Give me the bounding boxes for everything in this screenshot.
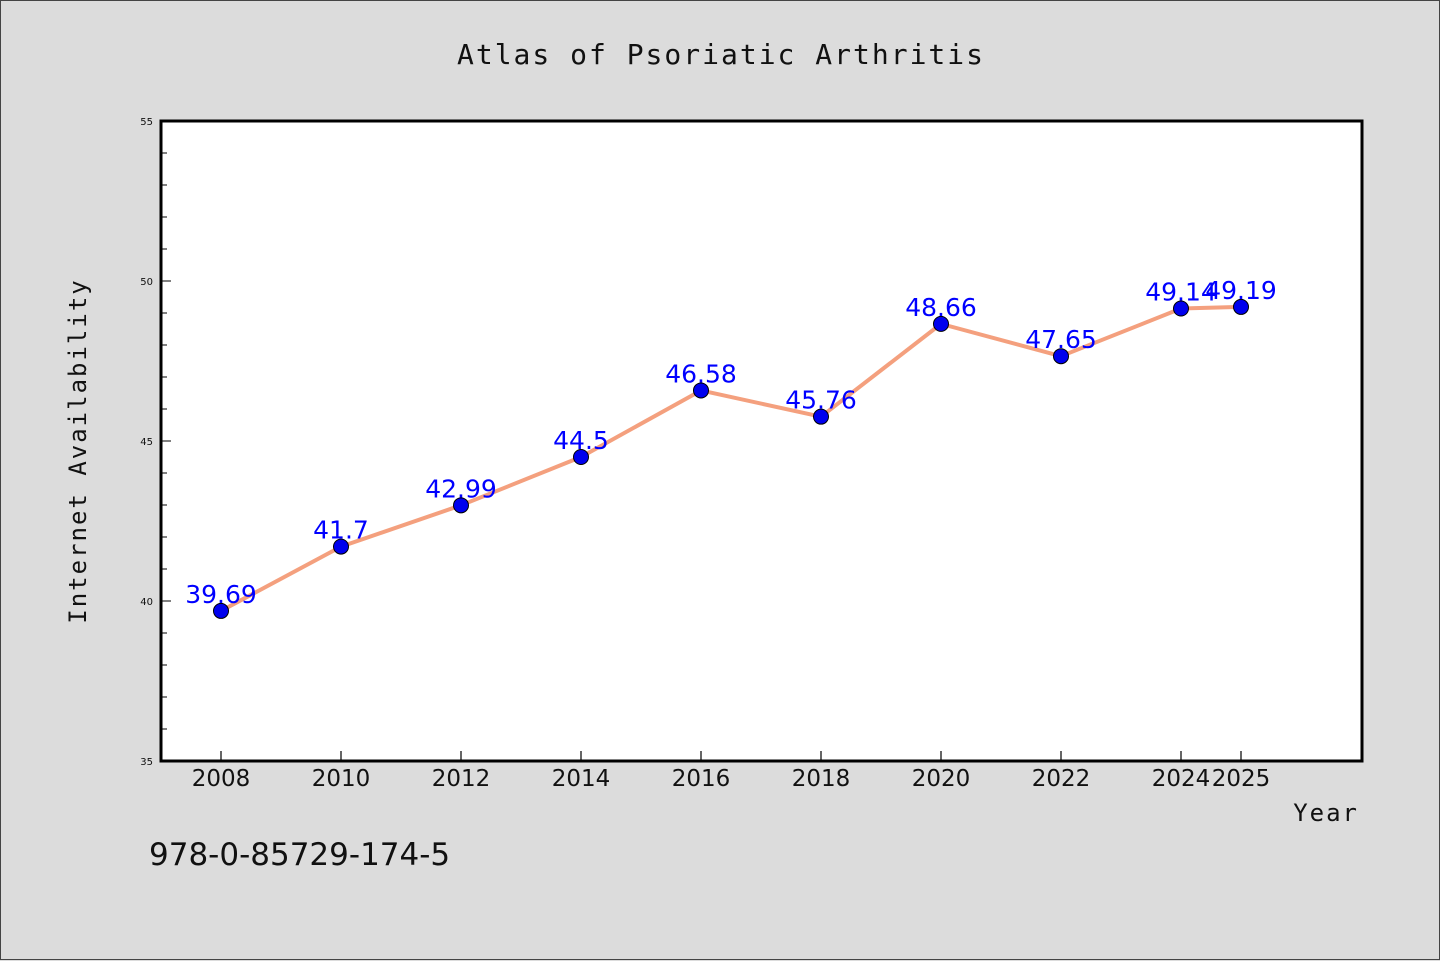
x-tick-label: 2014 <box>552 766 611 792</box>
data-point <box>1053 348 1069 365</box>
data-label: 41.7 <box>313 516 369 545</box>
chart-title: Atlas of Psoriatic Arthritis <box>457 38 985 71</box>
data-point <box>693 382 709 399</box>
x-tick-label: 2010 <box>312 766 371 792</box>
data-label: 45.76 <box>785 386 857 415</box>
y-axis-label: Internet Availability <box>64 278 92 623</box>
data-point <box>213 602 229 619</box>
x-tick-label: 2012 <box>432 766 491 792</box>
data-label: 48.66 <box>905 293 977 322</box>
data-point <box>813 408 829 425</box>
data-label: 49.14 <box>1145 278 1217 307</box>
x-tick-label: 2020 <box>912 766 971 792</box>
data-label: 49.19 <box>1205 276 1277 305</box>
data-label: 39.69 <box>185 580 257 609</box>
x-tick-label: 2025 <box>1212 766 1271 792</box>
x-tick-label: 2008 <box>192 766 251 792</box>
data-point <box>933 315 949 332</box>
y-axis: 35 40 45 50 55 <box>140 117 171 768</box>
y-tick-label: 55 <box>140 117 153 128</box>
y-tick-label: 45 <box>140 437 153 448</box>
series-group: 39.69 41.7 42.99 44.5 46.58 45.76 48.66 47.65 49… <box>185 276 1277 619</box>
series-line <box>220 304 1242 613</box>
data-label: 44.5 <box>553 426 609 455</box>
data-point <box>333 538 349 555</box>
data-label: 42.99 <box>425 474 497 503</box>
x-tick-label: 2018 <box>792 766 851 792</box>
data-point <box>1173 300 1189 317</box>
data-label: 46.58 <box>665 359 737 388</box>
y-tick-label: 35 <box>140 757 153 768</box>
plot-area <box>159 119 1364 763</box>
x-tick-label: 2024 <box>1152 766 1211 792</box>
data-point <box>573 449 589 465</box>
x-axis-label: Year <box>1293 799 1359 827</box>
y-tick-label: 40 <box>140 597 153 608</box>
x-axis: 2008 2010 2012 2014 2016 2018 2020 2022 2024 2025 <box>192 751 1271 792</box>
data-point <box>453 497 469 514</box>
x-tick-label: 2016 <box>672 766 731 792</box>
y-tick-label: 50 <box>140 277 153 288</box>
isbn-text: 978-0-85729-174-5 <box>149 837 450 873</box>
data-point <box>1233 298 1249 315</box>
x-tick-label: 2022 <box>1032 766 1091 792</box>
data-label: 47.65 <box>1025 325 1097 354</box>
